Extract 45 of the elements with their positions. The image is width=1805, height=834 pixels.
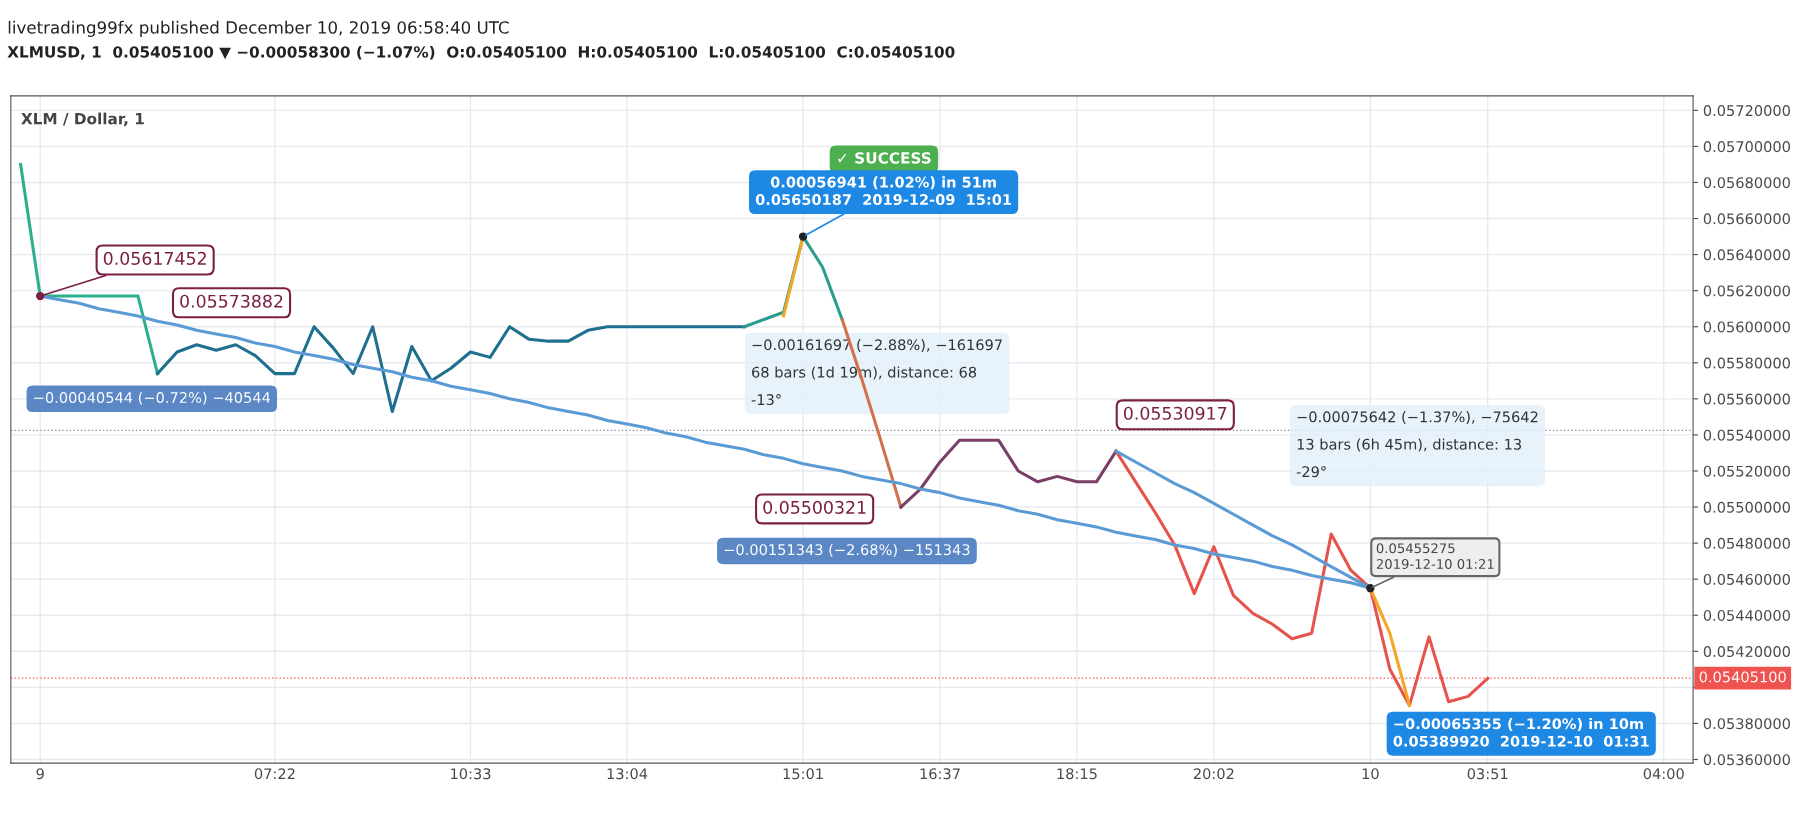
chart-title: livetrading99fx published December 10, 2019 06:58:40 UTC xyxy=(8,20,509,37)
y-tick-label: 0.05560000 xyxy=(1703,393,1790,405)
x-tick-label: 04:00 xyxy=(1643,768,1684,780)
y-tick-label: 0.05600000 xyxy=(1703,321,1790,333)
annotation: 0.05573882 xyxy=(180,294,283,308)
x-tick-label: 13:04 xyxy=(607,768,648,780)
x-tick-label: 9 xyxy=(36,768,44,780)
annotation: −0.00040544 (−0.72%) −40544 xyxy=(34,391,271,405)
x-tick-label: 15:01 xyxy=(783,768,823,780)
annotation: 0.05617452 xyxy=(103,251,206,265)
annotation: −0.00075642 (−1.37%), −75642 13 bars (6h 45m), distance: 13 -29° xyxy=(1296,411,1538,478)
y-tick-label: 0.05380000 xyxy=(1703,718,1790,730)
y-tick-label: 0.05660000 xyxy=(1703,213,1790,225)
annotation: −0.00151343 (−2.68%) −151343 xyxy=(724,543,970,557)
x-tick-label: 03:51 xyxy=(1467,768,1508,780)
line-series xyxy=(899,438,1118,509)
y-tick-label: 0.05440000 xyxy=(1703,609,1790,621)
x-tick-label: 10 xyxy=(1362,768,1379,780)
y-tick-label: 0.05680000 xyxy=(1703,177,1790,189)
y-tick-label: 0.05720000 xyxy=(1703,105,1790,117)
annotation: 0.05455275 2019-12-10 01:21 xyxy=(1376,543,1494,569)
y-tick-label: 0.05580000 xyxy=(1703,357,1790,369)
annotation: 0.00056941 (1.02%) in 51m 0.05650187 2019-12-09 15:01 xyxy=(755,176,1012,206)
y-tick-label: 0.05480000 xyxy=(1703,537,1790,549)
y-tick-label: 0.05520000 xyxy=(1703,465,1790,477)
y-tick-label: 0.05640000 xyxy=(1703,249,1790,261)
annotation: 0.05500321 xyxy=(763,500,866,514)
y-tick-label: 0.05420000 xyxy=(1703,646,1790,658)
annotation: XLM / Dollar, 1 xyxy=(21,112,144,127)
y-tick-label: 0.05620000 xyxy=(1703,285,1790,297)
annotation: −0.00065355 (−1.20%) in 10m 0.05389920 2019-12-10 01:31 xyxy=(1393,718,1649,747)
y-tick-label: 0.05360000 xyxy=(1703,754,1790,766)
x-tick-label: 07:22 xyxy=(254,768,295,780)
x-tick-label: 10:33 xyxy=(451,768,491,780)
y-tick-label: 0.05460000 xyxy=(1703,573,1790,585)
annotation: 0.05530917 xyxy=(1123,406,1227,420)
y-tick-label: 0.05700000 xyxy=(1703,141,1790,153)
y-tick-label: 0.05540000 xyxy=(1703,429,1790,441)
ref-line-label: 0.05405100 xyxy=(1699,671,1786,683)
chart-subtitle: XLMUSD, 1 0.05405100 ▼ −0.00058300 (−1.07%) O:0.05405100 H:0.05405100 L:0.05405100 C:0.05405100 xyxy=(7,45,955,60)
y-tick-label: 0.05500000 xyxy=(1703,501,1790,513)
x-tick-label: 18:15 xyxy=(1057,768,1097,780)
annotation: ✓ SUCCESS xyxy=(838,152,931,164)
x-tick-label: 16:37 xyxy=(920,768,960,780)
x-tick-label: 20:02 xyxy=(1193,768,1234,780)
